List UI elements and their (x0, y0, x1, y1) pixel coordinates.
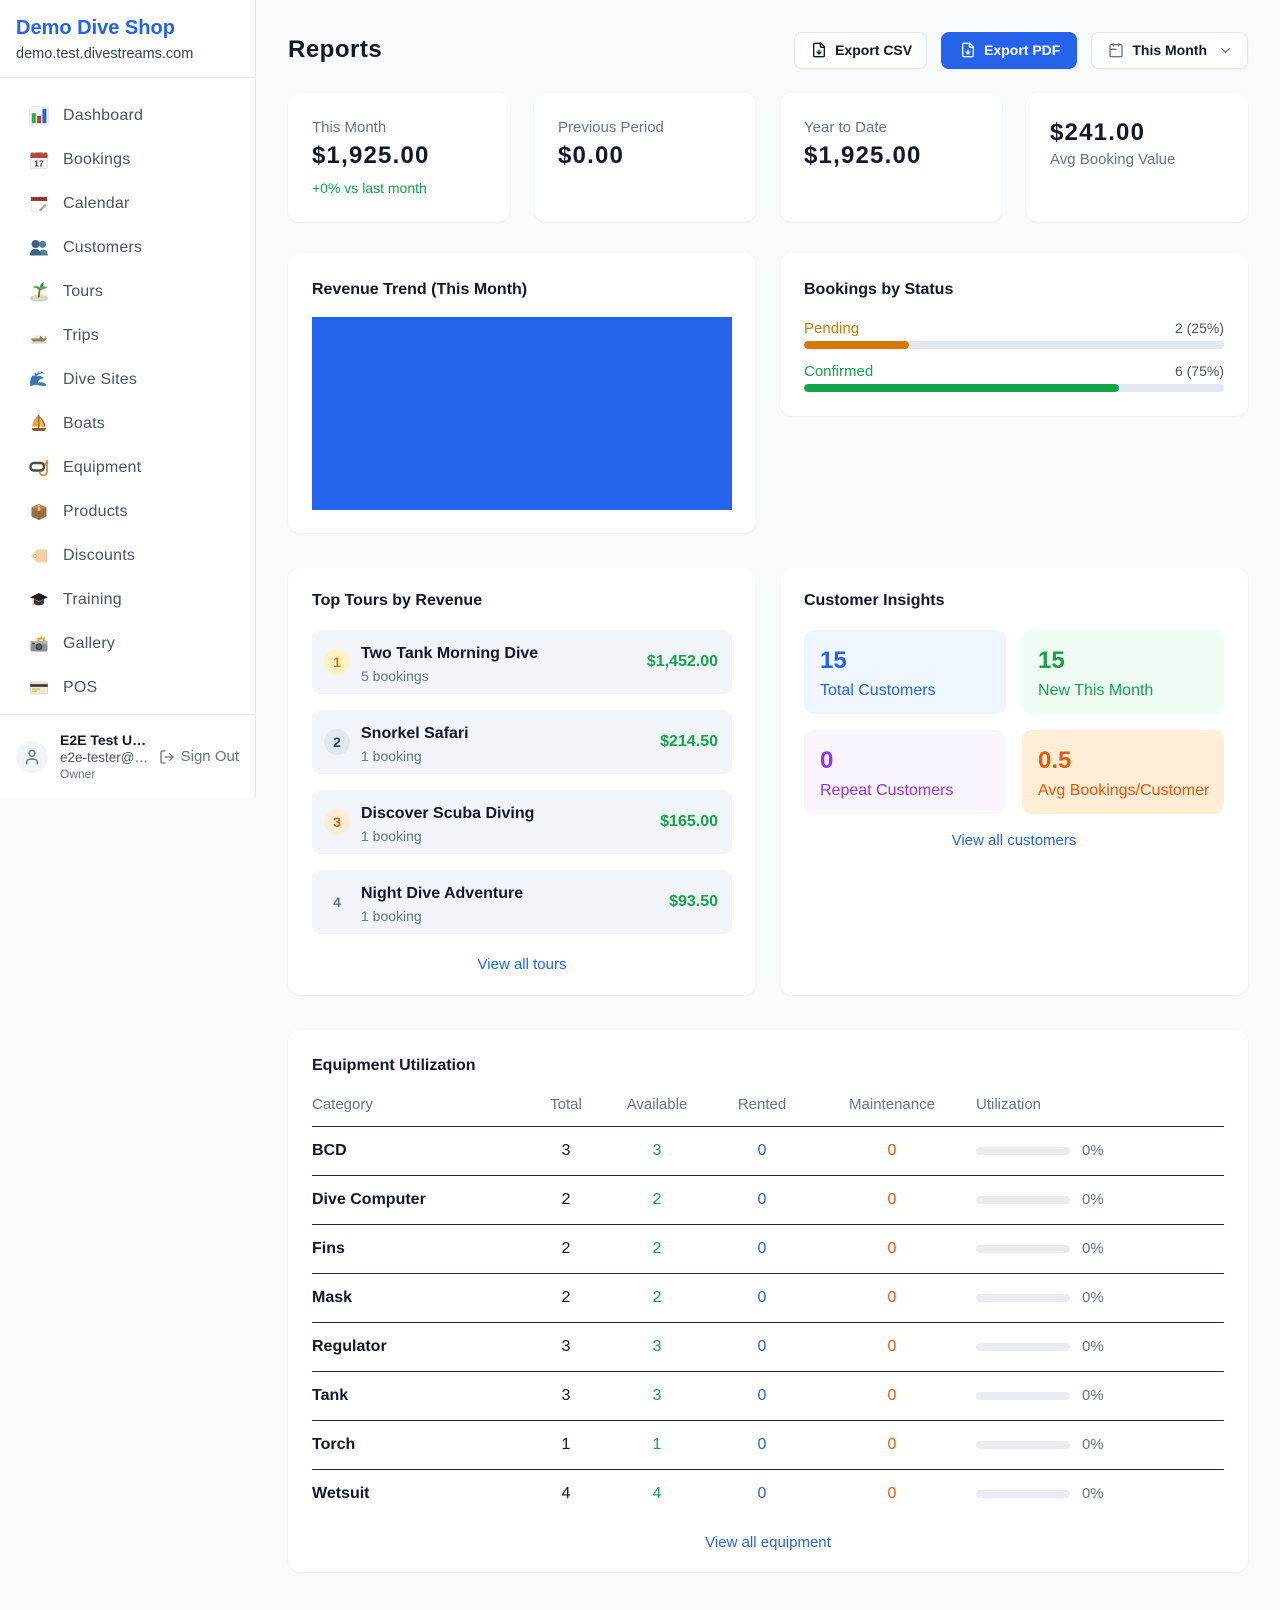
svg-text:17: 17 (34, 159, 44, 169)
